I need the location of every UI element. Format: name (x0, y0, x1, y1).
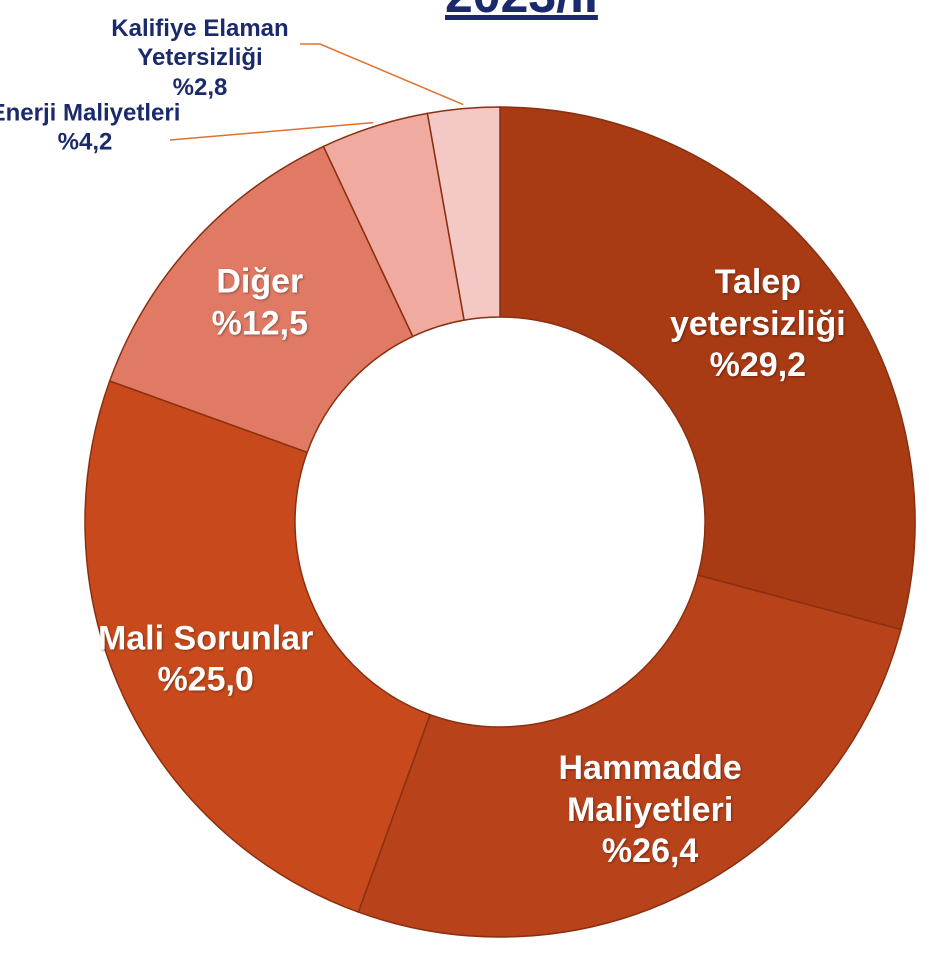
donut-slice (426, 106, 501, 322)
slice-label: Hammadde Maliyetleri %26,4 (530, 748, 770, 872)
slice-label: Mali Sorunlar %25,0 (86, 618, 326, 701)
donut-slice (499, 106, 916, 631)
category-label: Kalifiye Elaman Yetersizliği (111, 15, 289, 72)
value-label: %25,0 (157, 660, 254, 699)
category-label: Talep yetersizliği (669, 262, 846, 343)
value-label: %12,5 (211, 304, 308, 343)
donut-slice (108, 145, 414, 454)
category-label: Hammadde Maliyetleri (558, 749, 742, 829)
value-label: %29,2 (709, 345, 807, 384)
category-label: Diğer (216, 262, 304, 301)
slice-label: Kalifiye Elaman Yetersizliği %2,8 (90, 14, 310, 102)
value-label: %4,2 (57, 129, 113, 156)
category-label: Mali Sorunlar (97, 619, 314, 658)
donut-slice (357, 574, 902, 938)
category-label: Enerji Maliyetleri (0, 99, 181, 127)
donut-slice (84, 379, 431, 914)
leader-line (169, 121, 374, 141)
slice-label: Enerji Maliyetleri %4,2 (0, 99, 195, 158)
leader-line (300, 43, 464, 106)
value-label: %2,8 (172, 73, 228, 101)
value-label: %26,4 (601, 831, 699, 870)
slice-label: Talep yetersizliği %29,2 (638, 262, 878, 386)
slice-label: Diğer %12,5 (140, 262, 380, 345)
chart-title: 2023/II (445, 0, 598, 24)
